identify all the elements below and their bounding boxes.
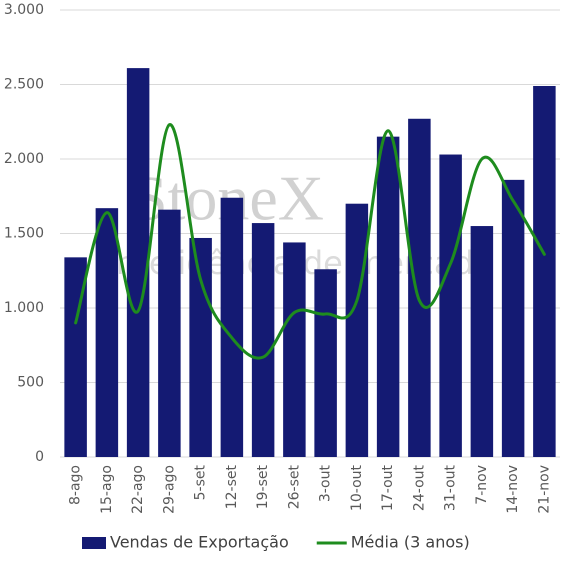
bar bbox=[158, 209, 181, 457]
x-tick-label: 5-set bbox=[193, 464, 209, 500]
bar bbox=[408, 118, 431, 458]
x-tick-label: 12-set bbox=[224, 464, 240, 509]
bar bbox=[439, 154, 462, 457]
x-tick-label: 24-out bbox=[411, 464, 427, 511]
bar bbox=[283, 242, 306, 457]
bar bbox=[220, 197, 244, 458]
x-tick-label: 14-nov bbox=[505, 465, 521, 514]
y-tick-label: 2.000 bbox=[4, 151, 44, 167]
x-tick-label: 8-ago bbox=[68, 465, 84, 505]
x-tick-label: 31-out bbox=[443, 464, 459, 511]
bar bbox=[533, 85, 556, 458]
x-tick-label: 10-out bbox=[349, 464, 365, 511]
bar bbox=[376, 136, 400, 457]
x-tick-label: 15-ago bbox=[99, 465, 115, 514]
bar bbox=[126, 68, 150, 458]
y-tick-label: 3.000 bbox=[4, 2, 44, 18]
y-tick-label: 0 bbox=[35, 449, 44, 465]
x-tick-label: 3-out bbox=[318, 464, 334, 502]
bar bbox=[95, 208, 119, 457]
y-tick-label: 2.500 bbox=[4, 77, 44, 93]
x-tick-label: 22-ago bbox=[130, 465, 146, 514]
x-tick-label: 29-ago bbox=[161, 465, 177, 514]
bar bbox=[64, 257, 87, 457]
line bbox=[74, 123, 546, 360]
y-tick-label: 1.000 bbox=[4, 300, 44, 316]
y-tick-label: 1.500 bbox=[4, 226, 44, 242]
bar bbox=[470, 226, 494, 457]
x-tick-label: 19-set bbox=[255, 464, 271, 509]
bar bbox=[189, 237, 212, 457]
bar bbox=[501, 179, 525, 458]
legend-swatch bbox=[82, 537, 106, 549]
x-tick-label: 7-nov bbox=[474, 465, 490, 505]
bar bbox=[345, 203, 369, 457]
legend-label: Vendas de Exportação bbox=[110, 533, 289, 552]
x-tick-label: 26-set bbox=[286, 464, 302, 509]
bar bbox=[251, 223, 275, 457]
x-tick-label: 21-nov bbox=[536, 465, 552, 514]
x-tick-label: 17-out bbox=[380, 464, 396, 511]
legend-label: Média (3 anos) bbox=[351, 533, 470, 552]
y-tick-label: 500 bbox=[17, 375, 44, 391]
bar bbox=[314, 269, 337, 457]
